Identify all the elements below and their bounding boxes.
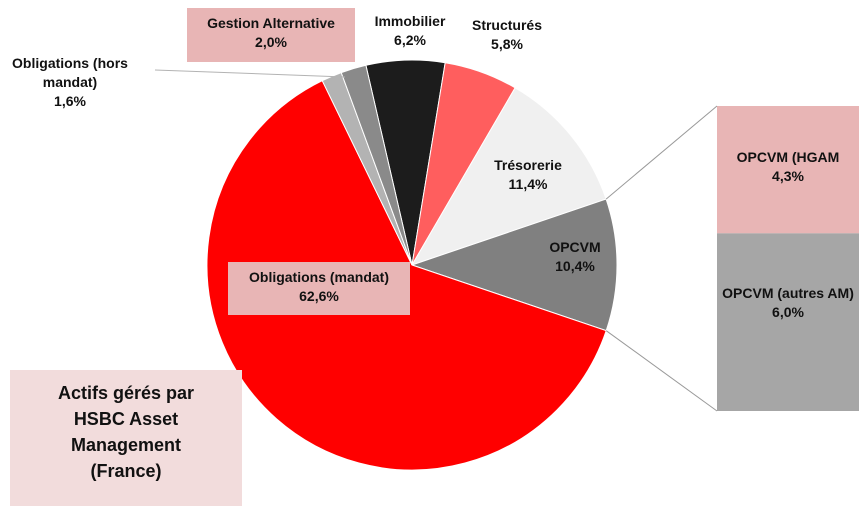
pie-slice xyxy=(340,64,413,266)
connector-line xyxy=(605,330,718,412)
pie-slice xyxy=(410,198,618,332)
pie-slice xyxy=(410,87,607,266)
slice-label: OPCVM (autres AM) 6,0% xyxy=(721,284,855,322)
label-value: 62,6% xyxy=(299,288,339,304)
slice-label: Trésorerie 11,4% xyxy=(468,156,588,194)
label-value: 6,0% xyxy=(772,304,804,321)
slice-label: Gestion Alternative 2,0% xyxy=(187,8,355,62)
leader-line xyxy=(154,69,346,78)
slice-label: Immobilier 6,2% xyxy=(350,12,470,50)
label-name: Obligations (hors mandat) xyxy=(12,55,128,90)
chart-title: Actifs gérés par HSBC Asset Management (… xyxy=(10,370,242,506)
slice-label: Structurés 5,8% xyxy=(447,16,567,54)
label-value: 11,4% xyxy=(508,176,548,192)
label-name: Immobilier xyxy=(374,13,446,29)
connector-line xyxy=(605,105,718,200)
slice-label: OPCVM (HGAM 4,3% xyxy=(721,148,855,186)
label-value: 5,8% xyxy=(491,36,523,52)
label-name: OPCVM xyxy=(549,239,601,255)
slice-label: OPCVM 10,4% xyxy=(515,238,635,276)
label-value: 4,3% xyxy=(772,167,804,184)
label-value: 10,4% xyxy=(555,258,595,274)
breakdown-bar xyxy=(717,106,859,234)
label-value: 1,6% xyxy=(54,93,86,109)
label-name: Obligations (mandat) xyxy=(249,269,389,285)
label-name: OPCVM (autres AM) xyxy=(722,285,854,302)
slice-label: Obligations (hors mandat) 1,6% xyxy=(0,54,140,111)
label-name: Structurés xyxy=(471,17,543,33)
label-value: 6,2% xyxy=(394,32,426,48)
label-name: OPCVM (HGAM xyxy=(736,148,840,165)
breakdown-bar xyxy=(717,233,859,411)
label-value: 2,0% xyxy=(255,34,287,50)
label-name: Trésorerie xyxy=(494,157,562,173)
slice-label: Obligations (mandat) 62,6% xyxy=(228,262,410,315)
label-name: Gestion Alternative xyxy=(207,15,335,31)
